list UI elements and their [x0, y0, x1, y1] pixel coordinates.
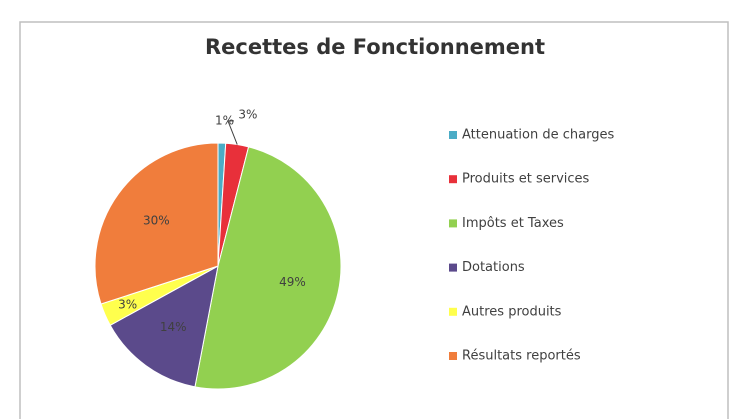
legend-label: Dotations — [462, 260, 525, 275]
legend-label: Résultats reportés — [462, 349, 581, 364]
legend-label: Produits et services — [462, 172, 590, 187]
pie-slice — [94, 142, 219, 305]
legend-label: Autres produits — [462, 304, 562, 319]
data-label: 30% — [143, 214, 170, 228]
legend-swatch — [449, 307, 457, 316]
data-label: 49% — [279, 275, 306, 289]
data-label: 14% — [160, 320, 187, 334]
legend-swatch — [449, 175, 457, 184]
legend-label: Impôts et Taxes — [462, 216, 564, 231]
legend-swatch — [449, 263, 457, 272]
pie-slice — [109, 265, 219, 388]
chart-border — [19, 21, 729, 419]
pie-slice — [194, 146, 342, 390]
legend-swatch — [449, 131, 457, 139]
data-label: 3% — [238, 107, 257, 121]
chart-title: Recettes de Fonctionnement — [205, 35, 545, 59]
legend-swatch — [449, 352, 457, 360]
data-label: 3% — [118, 298, 137, 312]
legend-label: Attenuation de charges — [462, 128, 614, 143]
leader-line — [227, 120, 238, 145]
legend-swatch — [449, 219, 457, 228]
